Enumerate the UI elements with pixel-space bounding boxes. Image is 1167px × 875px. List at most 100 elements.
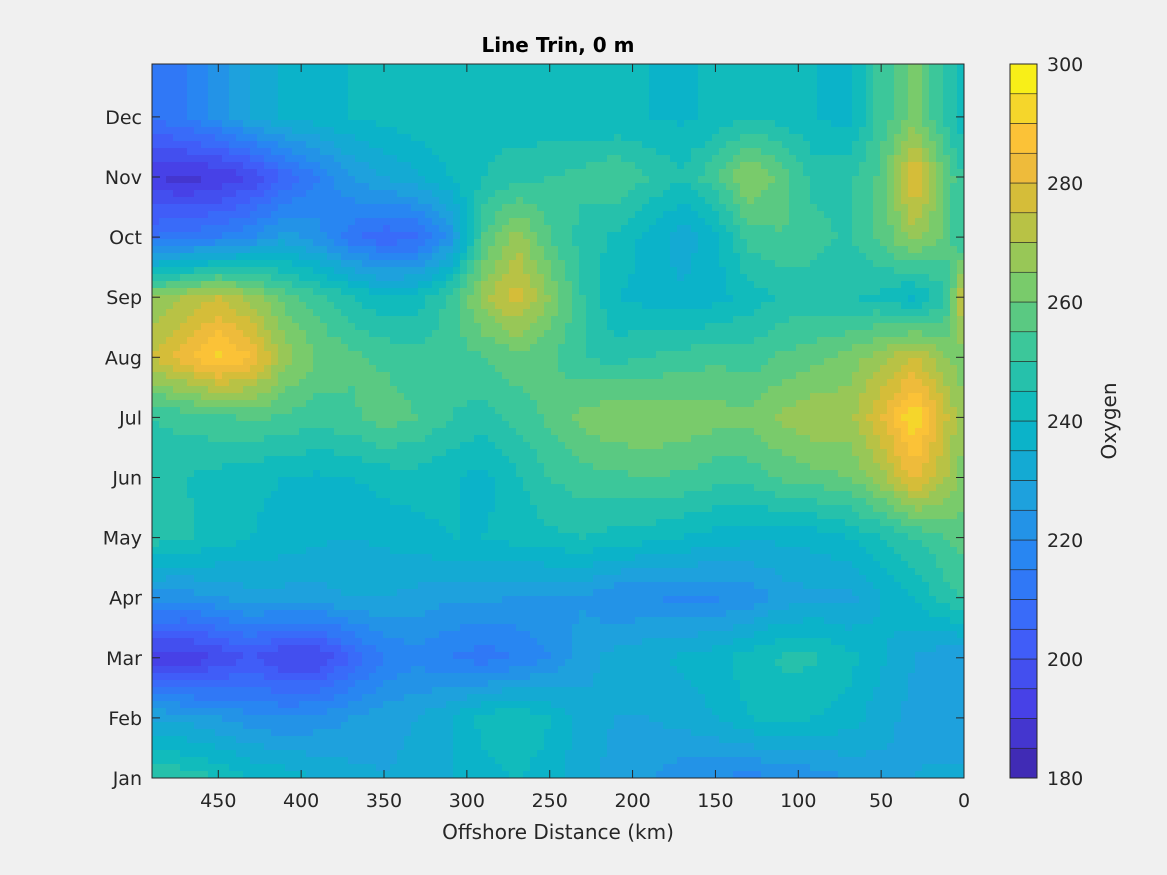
contour-cell [544,260,552,268]
contour-cell [446,295,454,303]
contour-cell [572,106,580,114]
contour-cell [852,106,860,114]
contour-cell [635,302,643,310]
contour-cell [348,155,356,163]
contour-cell [516,281,524,289]
contour-cell [572,190,580,198]
contour-cell [558,71,566,79]
contour-cell [824,302,832,310]
contour-cell [355,183,363,191]
contour-cell [943,197,951,205]
contour-cell [950,344,958,352]
contour-cell [663,113,671,121]
contour-cell [383,232,391,240]
contour-cell [201,330,209,338]
contour-cell [628,148,636,156]
contour-cell [838,120,846,128]
contour-cell [250,344,258,352]
contour-cell [460,246,468,254]
contour-cell [166,337,174,345]
contour-cell [166,176,174,184]
contour-cell [285,106,293,114]
contour-cell [551,120,559,128]
contour-cell [719,358,727,366]
contour-cell [446,316,454,324]
contour-cell [677,218,685,226]
contour-cell [789,113,797,121]
contour-cell [509,183,517,191]
contour-cell [866,302,874,310]
contour-cell [320,274,328,282]
contour-cell [922,274,930,282]
contour-cell [236,155,244,163]
contour-cell [579,183,587,191]
contour-cell [509,309,517,317]
contour-cell [677,316,685,324]
contour-cell [670,253,678,261]
contour-cell [187,316,195,324]
contour-cell [208,232,216,240]
contour-cell [208,71,216,79]
contour-cell [390,358,398,366]
contour-cell [642,127,650,135]
contour-cell [404,113,412,121]
contour-cell [726,351,734,359]
contour-cell [698,288,706,296]
contour-cell [334,183,342,191]
contour-cell [271,316,279,324]
contour-cell [425,351,433,359]
contour-cell [432,323,440,331]
contour-cell [173,176,181,184]
contour-cell [957,197,964,205]
contour-cell [845,204,853,212]
contour-cell [299,71,307,79]
contour-cell [845,113,853,121]
contour-cell [831,183,839,191]
contour-cell [866,309,874,317]
contour-cell [341,155,349,163]
contour-cell [320,113,328,121]
contour-cell [530,295,538,303]
contour-cell [166,71,174,79]
contour-cell [789,218,797,226]
contour-cell [341,169,349,177]
contour-cell [845,148,853,156]
contour-cell [551,246,559,254]
contour-cell [922,330,930,338]
contour-cell [768,197,776,205]
contour-cell [432,162,440,170]
contour-cell [404,225,412,233]
contour-cell [957,253,964,261]
contour-cell [439,225,447,233]
contour-cell [670,106,678,114]
contour-cell [432,302,440,310]
contour-cell [614,295,622,303]
contour-cell [586,232,594,240]
contour-cell [271,197,279,205]
contour-cell [950,218,958,226]
contour-cell [390,141,398,149]
contour-cell [418,127,426,135]
contour-cell [201,169,209,177]
contour-cell [516,113,524,121]
contour-cell [551,239,559,247]
contour-cell [789,295,797,303]
contour-cell [642,323,650,331]
contour-cell [334,190,342,198]
contour-cell [327,302,335,310]
contour-cell [341,309,349,317]
contour-cell [712,218,720,226]
contour-cell [943,260,951,268]
contour-cell [229,218,237,226]
contour-cell [152,337,160,345]
contour-cell [236,64,244,72]
contour-cell [537,260,545,268]
contour-cell [754,176,762,184]
contour-cell [285,295,293,303]
contour-cell [320,358,328,366]
contour-cell [551,148,559,156]
contour-cell [922,148,930,156]
contour-cell [873,281,881,289]
contour-cell [775,113,783,121]
contour-cell [299,176,307,184]
